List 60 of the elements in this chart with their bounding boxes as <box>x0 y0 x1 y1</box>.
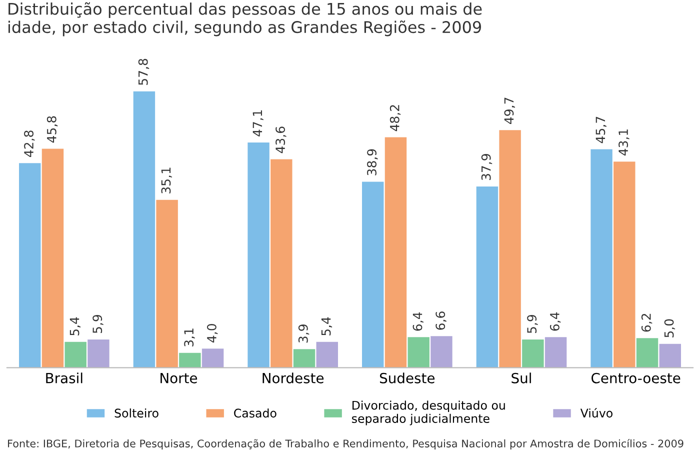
data-label: 5,4 <box>321 317 332 336</box>
bar <box>614 162 636 368</box>
data-label: 3,9 <box>298 324 310 343</box>
data-label: 4,0 <box>206 324 218 342</box>
data-label: 57,8 <box>138 58 150 85</box>
x-tick-label: Sul <box>512 372 531 384</box>
x-tick-label: Nordeste <box>262 372 324 384</box>
legend-label: Viúvo <box>580 408 612 418</box>
bar <box>88 340 110 368</box>
data-label: 6,6 <box>436 312 446 330</box>
data-label: 37,9 <box>481 154 492 180</box>
bar <box>384 137 407 368</box>
data-label: 3,1 <box>184 328 195 346</box>
data-label: 48,2 <box>390 105 401 132</box>
data-label: 5,9 <box>527 314 538 334</box>
bar <box>64 342 86 368</box>
source-note: Fonte: IBGE, Diretoria de Pesquisas, Coordenação de Trabalho e Rendimento, Pesquisa Nacional por Amostra de Domicílios - 2009 <box>8 438 684 450</box>
data-label: 42,8 <box>24 130 35 157</box>
data-label: 43,1 <box>618 129 630 156</box>
data-label: 45,7 <box>596 116 606 144</box>
bar <box>156 200 178 368</box>
data-label: 5,0 <box>664 319 676 338</box>
data-label: 5,9 <box>92 314 104 334</box>
bar <box>133 91 156 368</box>
x-tick-label: Sudeste <box>380 372 435 384</box>
bar <box>430 336 452 368</box>
bar <box>202 348 224 368</box>
bar <box>293 349 316 368</box>
x-tick-label: Norte <box>160 373 198 384</box>
legend-label: Casado <box>234 408 276 418</box>
legend-label: Divorciado, desquitado ou separado judicialmente <box>352 400 505 426</box>
chart-title: Distribuição percentual das pessoas de 15 anos ou mais de idade, por estado civil, segundo as Grandes Regiões - 2009 <box>8 2 482 36</box>
bar <box>408 337 430 368</box>
bar <box>499 130 521 368</box>
x-tick-label: Brasil <box>46 372 82 384</box>
bar <box>659 344 681 368</box>
bar <box>362 182 384 368</box>
bar <box>179 352 201 368</box>
data-label: 38,9 <box>367 149 378 176</box>
bar <box>522 340 544 368</box>
data-label: 35,1 <box>161 168 172 194</box>
data-label: 49,7 <box>504 98 515 124</box>
data-label: 6,2 <box>641 314 652 332</box>
bar <box>544 337 567 368</box>
data-label: 47,1 <box>252 110 264 136</box>
data-label: 43,6 <box>276 126 286 154</box>
bar <box>19 163 41 368</box>
data-label: 6,4 <box>550 312 561 331</box>
legend-label: Solteiro <box>114 408 158 418</box>
data-label: 6,4 <box>412 312 424 331</box>
bar <box>316 342 338 368</box>
data-label: 45,8 <box>46 116 58 143</box>
bar <box>42 148 64 368</box>
bar <box>476 186 498 368</box>
bar <box>590 149 612 368</box>
data-label: 5,4 <box>70 317 80 336</box>
bar <box>270 159 292 368</box>
x-tick-label: Centro-oeste <box>592 372 680 384</box>
bar <box>248 142 270 368</box>
bar <box>636 338 658 368</box>
